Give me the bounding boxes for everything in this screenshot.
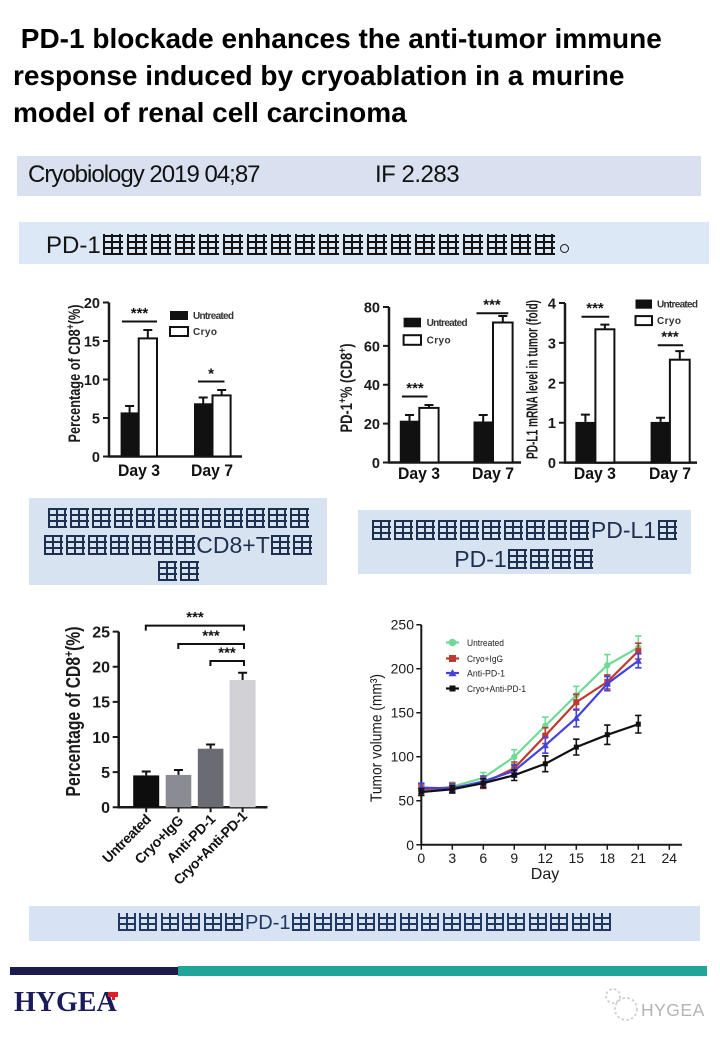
svg-text:0: 0: [417, 850, 425, 866]
svg-text:20: 20: [84, 296, 100, 312]
svg-text:***: ***: [586, 300, 604, 317]
svg-text:Cryo: Cryo: [657, 316, 681, 327]
svg-text:3: 3: [448, 850, 456, 866]
svg-text:PD-L1 mRNA level in tumor (fol: PD-L1 mRNA level in tumor (fold): [525, 300, 542, 459]
svg-text:Anti-PD-1: Anti-PD-1: [467, 669, 505, 680]
svg-text:100: 100: [391, 749, 415, 765]
svg-text:Day 3: Day 3: [574, 464, 616, 483]
svg-text:2: 2: [548, 376, 556, 392]
svg-text:***: ***: [218, 645, 236, 662]
svg-text:0: 0: [406, 837, 414, 853]
svg-text:150: 150: [391, 705, 415, 721]
svg-text:12: 12: [538, 850, 554, 866]
svg-text:Day 7: Day 7: [472, 464, 514, 483]
svg-text:3: 3: [548, 336, 556, 352]
svg-text:Untreated: Untreated: [427, 318, 468, 329]
svg-text:0: 0: [92, 450, 100, 466]
svg-text:***: ***: [406, 380, 424, 397]
svg-text:***: ***: [131, 305, 149, 322]
svg-text:Day 3: Day 3: [398, 464, 440, 483]
svg-text:PD-1+% (CD8+): PD-1+% (CD8+): [337, 344, 356, 433]
svg-text:10: 10: [92, 730, 110, 747]
svg-text:40: 40: [364, 378, 380, 394]
svg-text:15: 15: [569, 850, 585, 866]
svg-text:Cryo: Cryo: [193, 327, 217, 338]
svg-text:***: ***: [186, 609, 204, 626]
svg-text:20: 20: [364, 417, 380, 433]
svg-text:***: ***: [661, 329, 679, 346]
svg-text:*: *: [208, 366, 214, 383]
svg-text:Day: Day: [531, 866, 559, 883]
svg-text:0: 0: [101, 800, 110, 817]
svg-text:10: 10: [84, 373, 100, 389]
svg-text:20: 20: [92, 660, 110, 677]
svg-text:5: 5: [92, 412, 100, 428]
svg-text:250: 250: [391, 617, 415, 633]
svg-text:15: 15: [84, 335, 100, 351]
svg-text:0: 0: [372, 456, 380, 472]
svg-text:Percentage of CD8+(%): Percentage of CD8+(%): [61, 627, 85, 797]
svg-text:Tumor volume (mm³): Tumor volume (mm³): [369, 674, 386, 802]
svg-text:80: 80: [364, 301, 380, 317]
svg-text:9: 9: [510, 850, 518, 866]
svg-text:Day 7: Day 7: [649, 464, 691, 483]
svg-text:18: 18: [600, 850, 616, 866]
svg-text:24: 24: [662, 850, 678, 866]
svg-text:60: 60: [364, 339, 380, 355]
svg-text:21: 21: [631, 850, 647, 866]
svg-text:Cryo+Anti-PD-1: Cryo+Anti-PD-1: [467, 684, 526, 695]
svg-text:***: ***: [483, 297, 501, 314]
svg-text:5: 5: [101, 765, 110, 782]
svg-text:Percentage of CD8+(%): Percentage of CD8+(%): [65, 305, 84, 443]
svg-text:Cryo+IgG: Cryo+IgG: [467, 654, 503, 665]
svg-text:4: 4: [548, 297, 556, 313]
svg-text:Untreated: Untreated: [467, 638, 504, 649]
svg-text:Day 7: Day 7: [191, 461, 233, 480]
svg-text:0: 0: [548, 456, 556, 472]
svg-text:Cryo: Cryo: [427, 336, 451, 347]
svg-text:25: 25: [92, 624, 110, 641]
svg-text:Untreated: Untreated: [193, 311, 234, 322]
svg-text:***: ***: [202, 628, 220, 645]
svg-text:Day 3: Day 3: [118, 461, 160, 480]
svg-text:15: 15: [92, 695, 110, 712]
svg-text:Untreated: Untreated: [657, 300, 698, 311]
svg-text:1: 1: [548, 416, 556, 432]
svg-text:200: 200: [391, 661, 415, 677]
svg-text:50: 50: [398, 793, 414, 809]
svg-text:6: 6: [479, 850, 487, 866]
